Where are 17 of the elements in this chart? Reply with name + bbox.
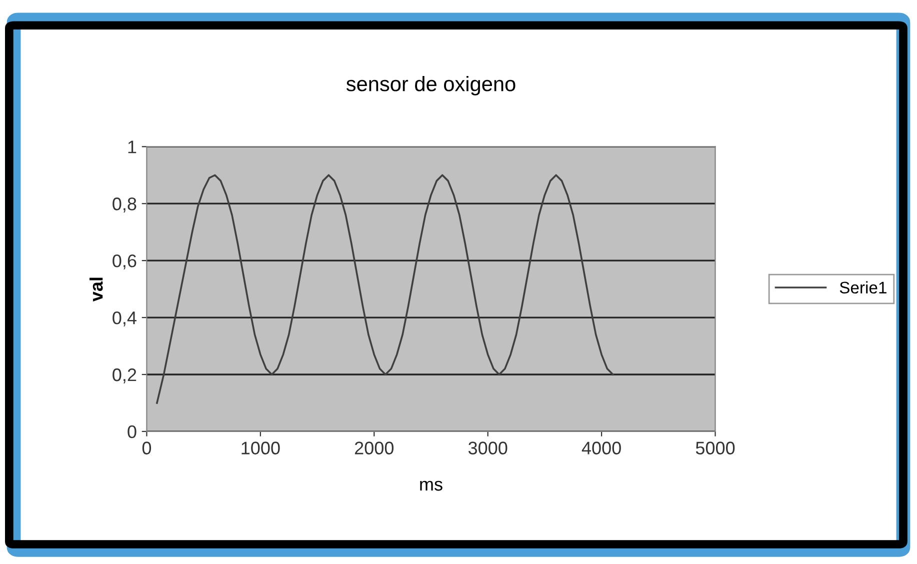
x-axis-title: ms xyxy=(420,480,442,491)
legend-label: Serie1 xyxy=(840,281,886,294)
chart-title: sensor de oxigeno xyxy=(346,76,516,96)
y-tick-label: 1 xyxy=(128,140,136,154)
x-tick-label: 1000 xyxy=(242,442,280,454)
y-tick-label: 0,4 xyxy=(112,311,136,326)
x-tick-label: 5000 xyxy=(696,442,735,454)
y-tick-label: 0,2 xyxy=(112,368,136,384)
x-tick-label: 4000 xyxy=(582,442,621,454)
line-series xyxy=(156,174,614,404)
y-tick-label: 0 xyxy=(128,425,136,438)
y-tick-label: 0,8 xyxy=(112,198,136,212)
y-axis-title: val xyxy=(90,278,103,302)
x-tick-label: 0 xyxy=(142,442,152,454)
x-tick-label: 2000 xyxy=(354,442,394,454)
y-tick-label: 0,6 xyxy=(112,254,136,270)
x-tick-label: 3000 xyxy=(468,442,508,454)
